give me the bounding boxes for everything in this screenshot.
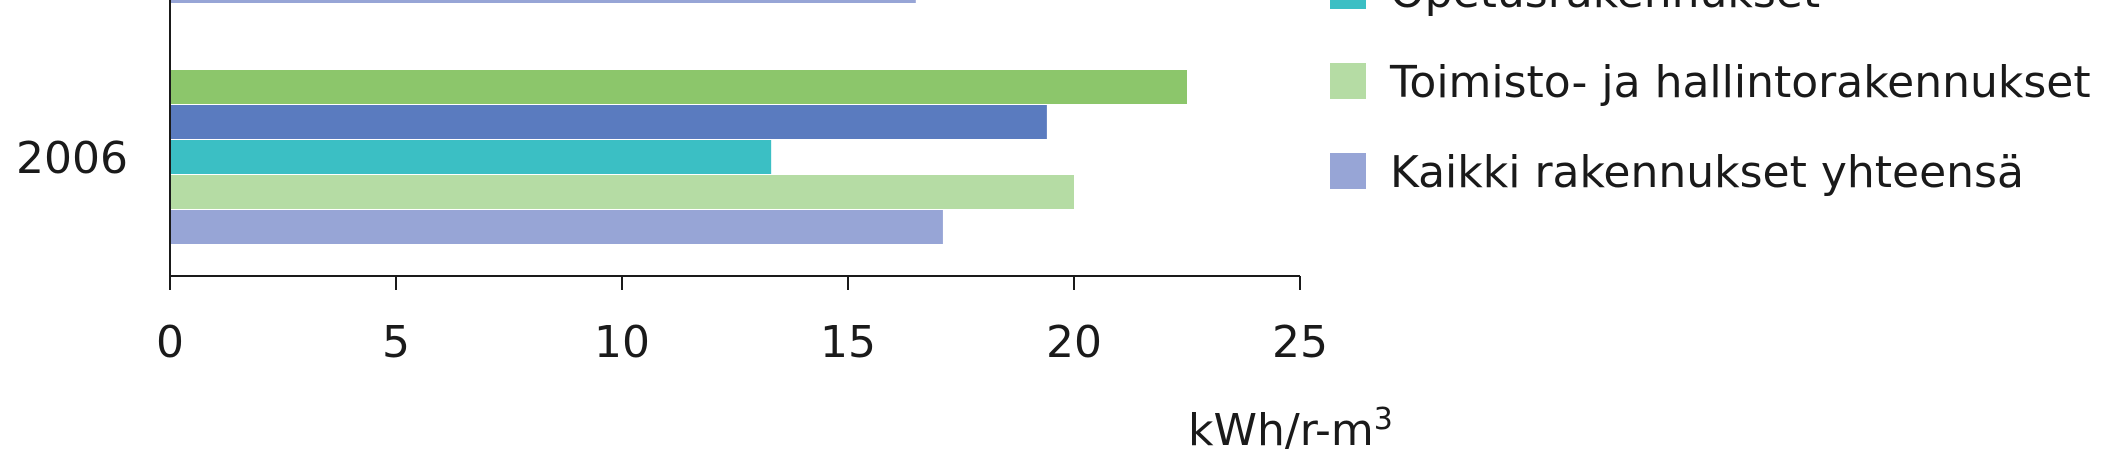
legend-label-1: Opetusrakennukset (1390, 0, 1820, 18)
legend-swatch-1 (1330, 0, 1366, 9)
legend: Opetusrakennukset Toimisto- ja hallintora… (1330, 0, 2091, 198)
bar-prev-series-5 (170, 0, 916, 3)
legend-label-3: Kaikki rakennukset yhteensä (1390, 147, 2024, 198)
bar-2006-series-5 (170, 210, 943, 244)
x-axis-unit-superscript: 3 (1374, 402, 1393, 437)
x-tick-label-0: 0 (156, 317, 184, 368)
category-label-2006: 2006 (16, 133, 128, 184)
x-tick-label-10: 10 (594, 317, 650, 368)
bar-2006-series-2 (170, 105, 1047, 139)
legend-label-2: Toimisto- ja hallintorakennukset (1389, 57, 2091, 108)
legend-swatch-3 (1330, 153, 1366, 189)
bars-group (170, 0, 1187, 244)
legend-swatch-2 (1330, 63, 1366, 99)
x-axis-ticks: 0 5 10 15 20 25 (156, 276, 1328, 368)
x-tick-label-20: 20 (1046, 317, 1102, 368)
x-axis-unit-main: kWh/r-m (1188, 405, 1374, 456)
x-tick-label-25: 25 (1272, 317, 1328, 368)
bar-2006-series-3 (170, 140, 772, 174)
bar-2006-series-1 (170, 70, 1187, 104)
x-tick-label-5: 5 (382, 317, 410, 368)
x-tick-label-15: 15 (820, 317, 876, 368)
x-axis-unit-label: kWh/r-m3 (1188, 402, 1393, 456)
bar-2006-series-4 (170, 175, 1074, 209)
